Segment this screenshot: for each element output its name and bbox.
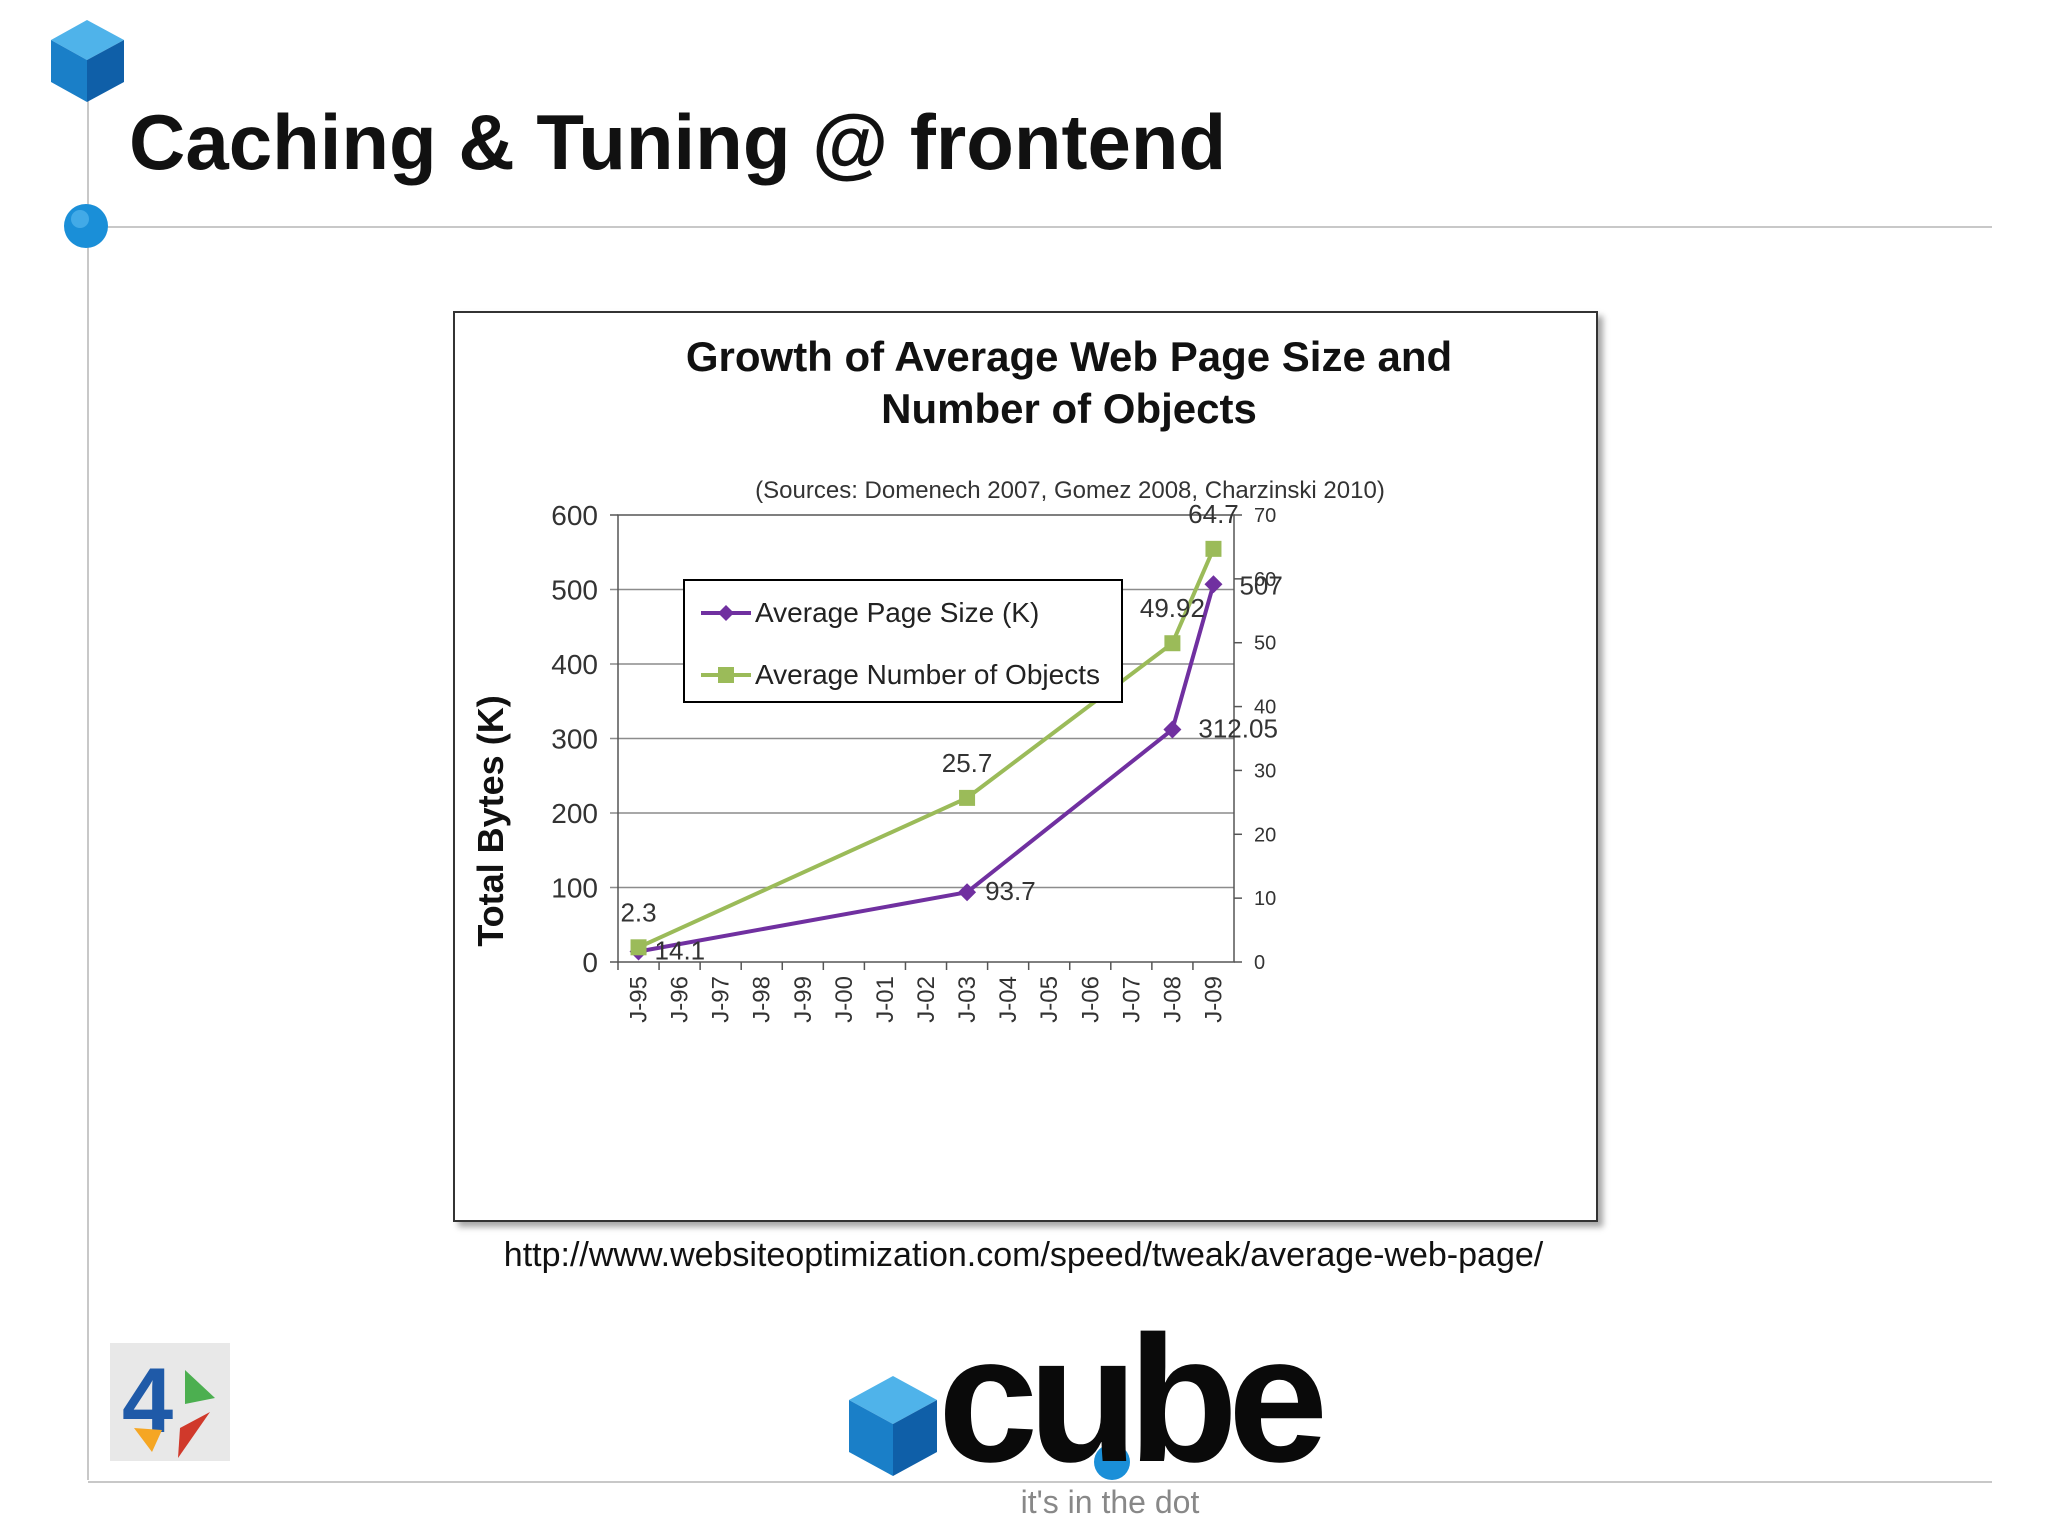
data-label: 2.3 [620,897,656,927]
x-tick-label: J-01 [872,976,899,1023]
data-point [630,939,647,956]
x-tick-label: J-99 [790,976,817,1023]
y2-tick-label: 10 [1254,888,1276,910]
chart-title-line1: Growth of Average Web Page Size and [686,333,1452,380]
x-tick-label: J-98 [749,976,776,1023]
x-tick-label: J-04 [995,976,1022,1023]
data-label: 312.05 [1198,714,1278,744]
chart-title-line2: Number of Objects [881,385,1257,432]
y-axis-label: Total Bytes (K) [470,695,511,946]
chart-subtitle: (Sources: Domenech 2007, Gomez 2008, Cha… [755,477,1385,504]
series-line [638,583,1216,954]
data-point [958,883,977,902]
chart-svg: Growth of Average Web Page Size and Numb… [470,333,1452,1023]
y-tick-label: 200 [551,798,598,829]
data-label: 64.7 [1188,499,1239,529]
slide-title: Caching & Tuning @ frontend [129,98,1227,186]
x-tick-label: J-02 [913,976,940,1023]
x-tick-label: J-95 [626,976,653,1023]
data-point [1163,720,1182,739]
chart-panel: Growth of Average Web Page Size and Numb… [453,311,1598,1222]
x-tick-label: J-96 [667,976,694,1023]
series-line [637,548,1216,950]
y2-tick-label: 70 [1254,505,1276,527]
y2-tick-label: 30 [1254,760,1276,782]
x-tick-label: J-09 [1200,976,1227,1023]
x-tick-label: J-97 [708,976,735,1023]
chart-legend: Average Page Size (K) Average Number of … [683,579,1123,703]
y-tick-label: 600 [551,500,598,531]
y2-tick-label: 40 [1254,697,1276,719]
brand-wordmark: cube [938,1299,1328,1500]
y-tick-label: 300 [551,724,598,755]
x-tick-label: J-08 [1159,976,1186,1023]
data-label: 14.1 [655,935,706,965]
legend-label-objects: Average Number of Objects [755,659,1100,690]
data-label: 49.92 [1140,593,1205,623]
y-tick-label: 400 [551,649,598,680]
y-tick-label: 500 [551,575,598,606]
x-tick-label: J-03 [954,976,981,1023]
y2-tick-label: 50 [1254,633,1276,655]
y2-tick-label: 20 [1254,824,1276,846]
brand-tagline: it's in the dot [1020,1484,1200,1520]
x-tick-label: J-00 [831,976,858,1023]
x-tick-label: J-06 [1077,976,1104,1023]
legend-marker-objects [718,667,734,683]
data-point [1205,540,1222,557]
y-tick-label: 100 [551,873,598,904]
y-tick-label: 0 [582,947,598,978]
legend-marker-page-size [718,605,734,621]
data-label: 507 [1239,570,1282,600]
x-tick-label: J-07 [1118,976,1145,1023]
brand-cube-icon [849,1376,937,1476]
data-point [1204,575,1223,594]
x-tick-label: J-05 [1036,976,1063,1023]
y2-tick-label: 60 [1254,569,1276,591]
plot-area: 0 100 200 300 400 500 600 0 10 20 30 40 50 60 70 J-95 J-… [551,499,1283,1023]
data-label: 93.7 [985,876,1036,906]
y2-tick-label: 0 [1254,952,1265,974]
cube-logo-icon [51,20,124,102]
four-logo-icon: 4 [110,1343,230,1461]
blue-dot-icon [64,204,108,248]
brand-dot-icon [1094,1444,1130,1480]
data-point [1164,635,1181,652]
legend-label-page-size: Average Page Size (K) [755,597,1039,628]
source-url-text: http://www.websiteoptimization.com/speed… [503,1236,1544,1274]
data-point [959,789,976,806]
legend-box [683,579,1123,703]
plot-frame [617,514,1235,963]
data-label: 25.7 [942,748,993,778]
